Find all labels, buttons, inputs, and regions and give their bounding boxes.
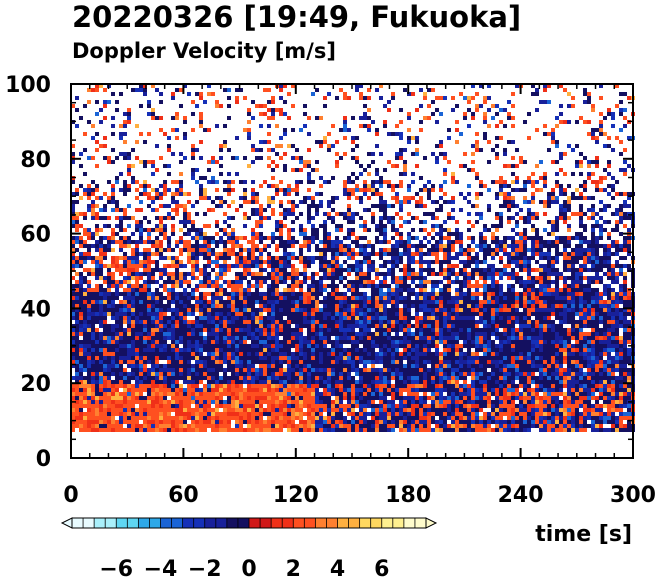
x-tick-label: 180 <box>385 483 431 508</box>
colorbar-tick-label: 0 <box>241 557 256 577</box>
x-tick-label: 240 <box>498 483 544 508</box>
axes: 0 60 120 180 240 300 0 20 40 60 80 100 <box>5 73 655 508</box>
x-tick-label: 300 <box>610 483 655 508</box>
x-axis-label: time [s] <box>535 522 632 547</box>
colorbar-tick-label: −2 <box>188 557 222 577</box>
heatmap-band <box>71 84 635 432</box>
y-tick-label: 60 <box>20 223 51 248</box>
y-tick-label: 100 <box>5 73 51 98</box>
colorbar-min-arrow <box>60 517 73 529</box>
x-tick-label: 60 <box>168 483 199 508</box>
colorbar-max-arrow <box>425 517 438 529</box>
heatmap-band <box>71 84 635 432</box>
heatmap-band <box>71 84 635 432</box>
colorbar-tick-label: 4 <box>330 557 345 577</box>
y-tick-label: 40 <box>20 297 51 322</box>
colorbar-tick-label: 2 <box>286 557 301 577</box>
y-tick-label: 80 <box>20 148 51 173</box>
heatmap-cells <box>71 84 635 432</box>
colorbar-tick-label: −6 <box>99 557 133 577</box>
y-tick-label: 20 <box>20 372 51 397</box>
x-tick-label: 0 <box>63 483 78 508</box>
chart-title: 20220326 [19:49, Fukuoka] <box>72 0 521 34</box>
heatmap-band <box>71 84 635 432</box>
chart-subtitle: Doppler Velocity [m/s] <box>72 39 336 63</box>
y-tick-label: 0 <box>36 447 51 472</box>
colorbar: −6 −4 −2 0 2 4 6 <box>60 517 438 577</box>
colorbar-tick-label: 6 <box>374 557 389 577</box>
x-tick-label: 120 <box>273 483 319 508</box>
plot-area <box>71 84 635 432</box>
colorbar-tick-label: −4 <box>144 557 178 577</box>
